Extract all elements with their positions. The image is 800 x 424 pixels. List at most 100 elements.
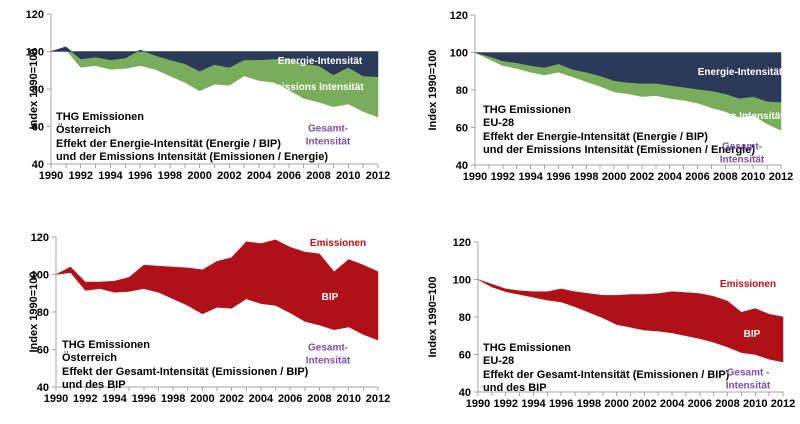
svg-text:1990: 1990 [463,171,487,183]
svg-text:1994: 1994 [518,171,543,183]
chart-panel-eu28-intensity: 120 100 80 60 40 1990 1992 1994 1996 1998 2000 2002… [400,0,800,212]
svg-text:2012: 2012 [769,171,793,183]
chart-caption: THG Emissionen EU-28 Effekt der Energie-… [483,104,755,157]
svg-text:80: 80 [32,84,44,96]
svg-text:40: 40 [459,387,471,399]
svg-text:100: 100 [31,270,49,282]
svg-text:120: 120 [453,237,471,249]
svg-text:1998: 1998 [161,393,185,405]
svg-text:2012: 2012 [366,170,390,182]
svg-text:2006: 2006 [277,170,301,182]
series-label-emissionen: Emissionen [309,237,367,249]
svg-text:1994: 1994 [98,170,123,182]
svg-text:60: 60 [32,122,44,134]
svg-text:1998: 1998 [158,170,182,182]
svg-text:2010: 2010 [743,398,767,410]
svg-text:2004: 2004 [249,393,274,405]
caption-line: Effekt der Gesamt-Intensität (Emissionen… [483,368,730,381]
svg-text:1996: 1996 [549,398,573,410]
caption-line: Effekt der Gesamt-Intensität (Emissionen… [62,365,309,378]
svg-text:2010: 2010 [741,171,765,183]
svg-text:2010: 2010 [336,393,360,405]
caption-line: EU-28 [483,117,515,130]
svg-text:60: 60 [37,345,49,357]
svg-text:80: 80 [459,312,471,324]
caption-line: und des BIP [62,378,126,391]
svg-text:2000: 2000 [604,398,628,410]
svg-text:2006: 2006 [688,398,712,410]
svg-text:1996: 1996 [546,171,570,183]
svg-text:1992: 1992 [73,393,97,405]
svg-text:2002: 2002 [632,398,656,410]
svg-text:120: 120 [450,10,468,22]
svg-text:1990: 1990 [466,398,490,410]
series-label-emissions-intensitaet: Emissions Intensität [266,81,364,93]
chart-caption: THG Emissionen Österreich Effekt der Ene… [56,111,328,164]
series-label-energie-intensitaet: Energie-Intensität [277,55,363,67]
series-label-bip: BIP [743,328,761,340]
chart-caption: THG Emissionen Österreich Effekt der Ges… [62,339,308,392]
caption-line: THG Emissionen [62,339,151,351]
svg-text:40: 40 [456,160,468,172]
svg-text:2004: 2004 [247,170,272,182]
caption-line: Effekt der Energie-Intensität (Energie /… [56,137,281,150]
svg-text:2012: 2012 [366,393,390,405]
caption-line: Effekt der Energie-Intensität (Energie /… [483,130,708,143]
svg-text:1994: 1994 [102,393,127,405]
caption-line: und der Emissions Intensität (Emissionen… [483,143,755,156]
svg-text:2010: 2010 [336,170,360,182]
svg-text:2008: 2008 [306,170,330,182]
svg-text:2008: 2008 [715,398,739,410]
series-label-bip: BIP [321,291,339,303]
series-label-emissionen: Emissionen [719,278,777,290]
svg-text:2002: 2002 [219,393,243,405]
series-label-gesamt-intensitaet: Gesamt- Intensität [719,141,765,166]
svg-text:120: 120 [26,9,44,21]
svg-text:2006: 2006 [278,393,302,405]
svg-text:1990: 1990 [44,393,68,405]
series-label-gesamt-intensitaet: Gesamt- Intensität [305,123,351,148]
svg-text:2004: 2004 [657,171,682,183]
caption-line: THG Emissionen [56,111,145,123]
caption-line: THG Emissionen [483,342,572,354]
svg-text:2006: 2006 [685,171,709,183]
caption-line: und des BIP [483,381,547,394]
caption-line: THG Emissionen [483,104,572,116]
svg-text:2000: 2000 [187,170,211,182]
y-axis-title: Index 1990=100 [427,49,439,131]
y-axis-title: Index 1990=100 [28,271,40,353]
svg-text:1996: 1996 [128,170,152,182]
svg-text:60: 60 [459,350,471,362]
series-label-gesamt-intensitaet: Gesamt- Intensität [305,342,351,367]
chart-panel-austria-intensity: 120 100 80 60 40 1990 1992 1994 1996 1998 2000 2002… [0,0,400,212]
svg-text:1992: 1992 [493,398,517,410]
svg-text:40: 40 [37,382,49,394]
svg-text:2004: 2004 [660,398,685,410]
series-label-energie-intensitaet: Energie-Intensität [697,66,783,78]
svg-text:1992: 1992 [491,171,515,183]
y-axis-title: Index 1990=100 [28,48,40,130]
caption-line: und der Emissions Intensität (Emissionen… [56,150,328,163]
svg-text:2000: 2000 [190,393,214,405]
svg-text:2012: 2012 [771,398,795,410]
y-axis-title: Index 1990=100 [427,276,439,358]
svg-text:2002: 2002 [630,171,654,183]
series-label-gesamt-intensitaet: Gesamt - Intensität [725,367,771,392]
svg-text:1992: 1992 [68,170,92,182]
svg-text:120: 120 [31,232,49,244]
svg-text:2000: 2000 [602,171,626,183]
caption-line: Österreich [56,124,112,137]
svg-text:1998: 1998 [574,171,598,183]
svg-text:2002: 2002 [217,170,241,182]
chart-caption: THG Emissionen EU-28 Effekt der Gesamt-I… [483,342,729,395]
series-label-emissions-intensitaet: Emissions Intensität [686,110,784,122]
caption-line: EU-28 [483,355,515,368]
svg-text:1990: 1990 [39,170,63,182]
chart-panel-eu28-bip: 120 100 80 60 40 1990 1992 1994 1996 1998 2000 2002… [400,212,800,424]
svg-text:1996: 1996 [132,393,156,405]
